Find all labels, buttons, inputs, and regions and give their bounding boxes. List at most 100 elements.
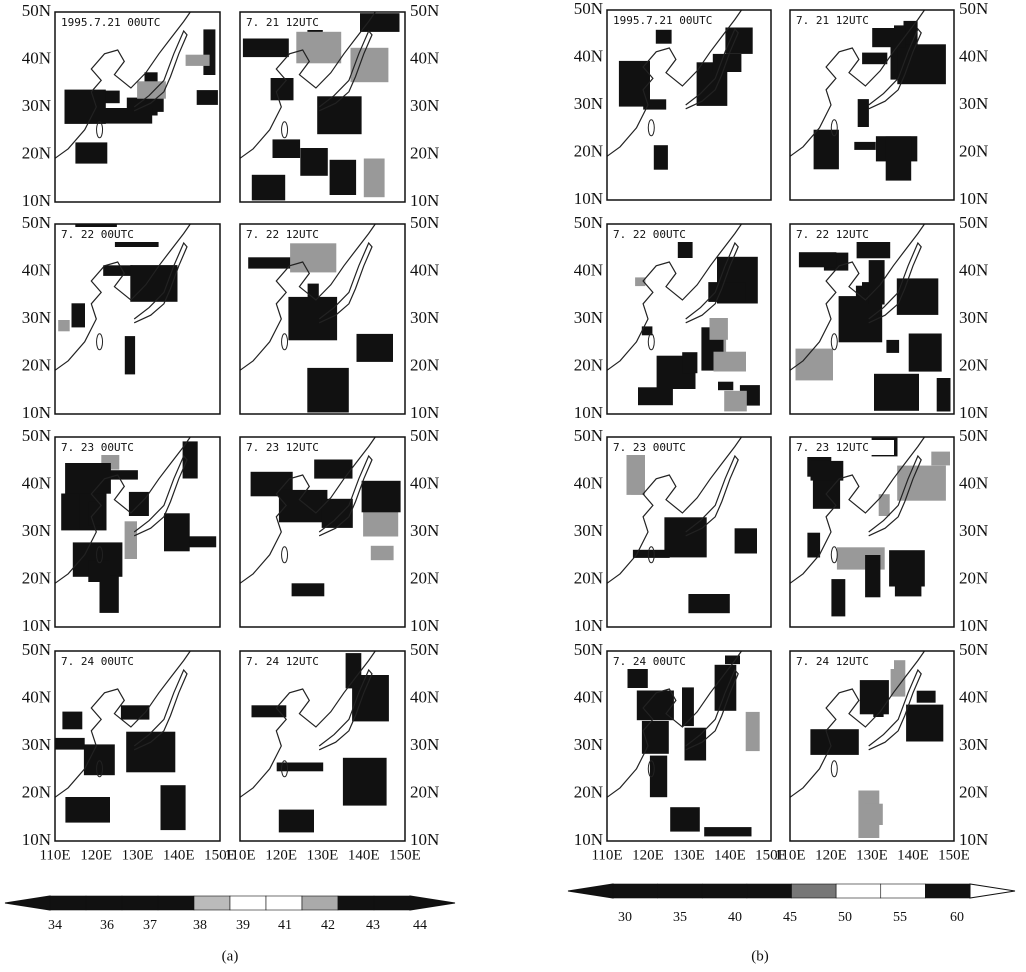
panel-title: 7. 21 12UTC bbox=[246, 16, 319, 29]
shade-region bbox=[362, 481, 401, 513]
shade-region bbox=[65, 90, 106, 124]
colorbar-arrow bbox=[5, 896, 50, 910]
map-panel: 7. 21 12UTC bbox=[240, 12, 405, 202]
lat-label: 30N bbox=[574, 94, 603, 113]
shade-region bbox=[330, 160, 357, 195]
colorbar-segment bbox=[338, 896, 374, 910]
shade-region bbox=[799, 252, 837, 267]
lon-label: 120E bbox=[815, 847, 847, 863]
shade-region bbox=[360, 13, 400, 32]
lat-label: 50N bbox=[22, 640, 51, 659]
lat-label: 20N bbox=[410, 568, 439, 587]
shade-region bbox=[279, 810, 314, 833]
shade-region bbox=[682, 352, 697, 373]
lat-label: 20N bbox=[22, 568, 51, 587]
shade-region bbox=[292, 583, 325, 596]
shade-region bbox=[186, 55, 210, 66]
shade-region bbox=[317, 96, 361, 134]
lat-label: 50N bbox=[22, 213, 51, 232]
shade-region bbox=[897, 278, 939, 315]
colorbar-segment bbox=[374, 896, 410, 910]
panel-title: 1995.7.21 00UTC bbox=[61, 16, 160, 29]
colorbar-segment bbox=[50, 896, 86, 910]
shade-region bbox=[189, 536, 217, 547]
map-panel: 7. 24 00UTC bbox=[607, 651, 771, 841]
lat-label: 20N bbox=[959, 568, 988, 587]
colorbar-segment bbox=[792, 884, 837, 898]
lon-label: 110E bbox=[39, 847, 70, 863]
lat-label: 50N bbox=[22, 426, 51, 445]
shade-region bbox=[872, 25, 906, 47]
shade-region bbox=[103, 265, 133, 276]
shade-region bbox=[897, 466, 946, 501]
colorbar-label: 44 bbox=[413, 918, 427, 933]
lon-label: 140E bbox=[897, 847, 929, 863]
lat-label: 40N bbox=[959, 687, 988, 706]
shade-region bbox=[796, 349, 834, 381]
colorbar-segment bbox=[613, 884, 658, 898]
shade-region bbox=[248, 257, 293, 268]
lat-label: 40N bbox=[410, 48, 439, 67]
lat-label: 10N bbox=[574, 830, 603, 849]
colorbar-segment bbox=[702, 884, 747, 898]
lat-label: 40N bbox=[574, 46, 603, 65]
lat-label: 30N bbox=[959, 94, 988, 113]
shade-region bbox=[862, 53, 887, 65]
panel-title: 7. 22 12UTC bbox=[246, 228, 319, 241]
shade-region bbox=[937, 378, 951, 412]
lat-label: 50N bbox=[959, 213, 988, 232]
shade-region bbox=[343, 758, 387, 806]
shade-region bbox=[704, 827, 751, 836]
shade-region bbox=[865, 804, 883, 825]
colorbar-segment bbox=[658, 884, 703, 898]
lat-label: 10N bbox=[574, 616, 603, 635]
shade-region bbox=[346, 653, 362, 688]
panel-title: 7. 24 00UTC bbox=[61, 655, 134, 668]
lon-label: 110E bbox=[591, 847, 622, 863]
map-panel: 7. 22 12UTC bbox=[240, 224, 405, 414]
map-panel: 7. 24 00UTC bbox=[55, 651, 220, 841]
shade-region bbox=[860, 680, 889, 714]
colorbar-label: 36 bbox=[100, 918, 114, 933]
lon-label: 120E bbox=[265, 847, 297, 863]
shade-region bbox=[243, 39, 289, 58]
panel-title: 7. 22 12UTC bbox=[796, 228, 869, 241]
shade-region bbox=[104, 108, 152, 124]
panel-bg bbox=[790, 10, 954, 200]
panel-title: 7. 23 00UTC bbox=[613, 441, 686, 454]
shade-region bbox=[273, 139, 301, 158]
lat-label: 40N bbox=[574, 687, 603, 706]
lat-label: 40N bbox=[959, 473, 988, 492]
shade-region bbox=[252, 705, 287, 717]
lat-label: 30N bbox=[574, 308, 603, 327]
lat-label: 40N bbox=[22, 473, 51, 492]
colorbar-label: 37 bbox=[143, 918, 157, 933]
lat-label: 20N bbox=[22, 355, 51, 374]
panel-title: 7. 23 12UTC bbox=[246, 441, 319, 454]
shade-region bbox=[75, 142, 107, 163]
lat-label: 10N bbox=[22, 403, 51, 422]
lat-label: 40N bbox=[959, 260, 988, 279]
shade-region bbox=[811, 461, 844, 481]
map-panel: 7. 23 00UTC bbox=[55, 437, 220, 627]
lat-label: 40N bbox=[959, 46, 988, 65]
colorbar-segment bbox=[747, 884, 792, 898]
lat-label: 10N bbox=[959, 616, 988, 635]
lat-label: 50N bbox=[959, 640, 988, 659]
shade-region bbox=[288, 297, 337, 340]
colorbar-arrow bbox=[410, 896, 455, 910]
map-panel: 7. 22 00UTC bbox=[55, 224, 220, 414]
lon-label: 130E bbox=[307, 847, 339, 863]
shade-region bbox=[854, 142, 875, 150]
lat-label: 40N bbox=[22, 687, 51, 706]
shade-region bbox=[654, 145, 668, 170]
colorbar-segment bbox=[122, 896, 158, 910]
lat-label: 30N bbox=[959, 308, 988, 327]
lat-label: 30N bbox=[22, 735, 51, 754]
shade-region bbox=[65, 463, 111, 494]
lat-label: 10N bbox=[959, 830, 988, 849]
shade-region bbox=[917, 691, 936, 703]
shade-region bbox=[631, 457, 645, 494]
lat-label: 30N bbox=[410, 308, 439, 327]
shade-region bbox=[713, 54, 742, 72]
